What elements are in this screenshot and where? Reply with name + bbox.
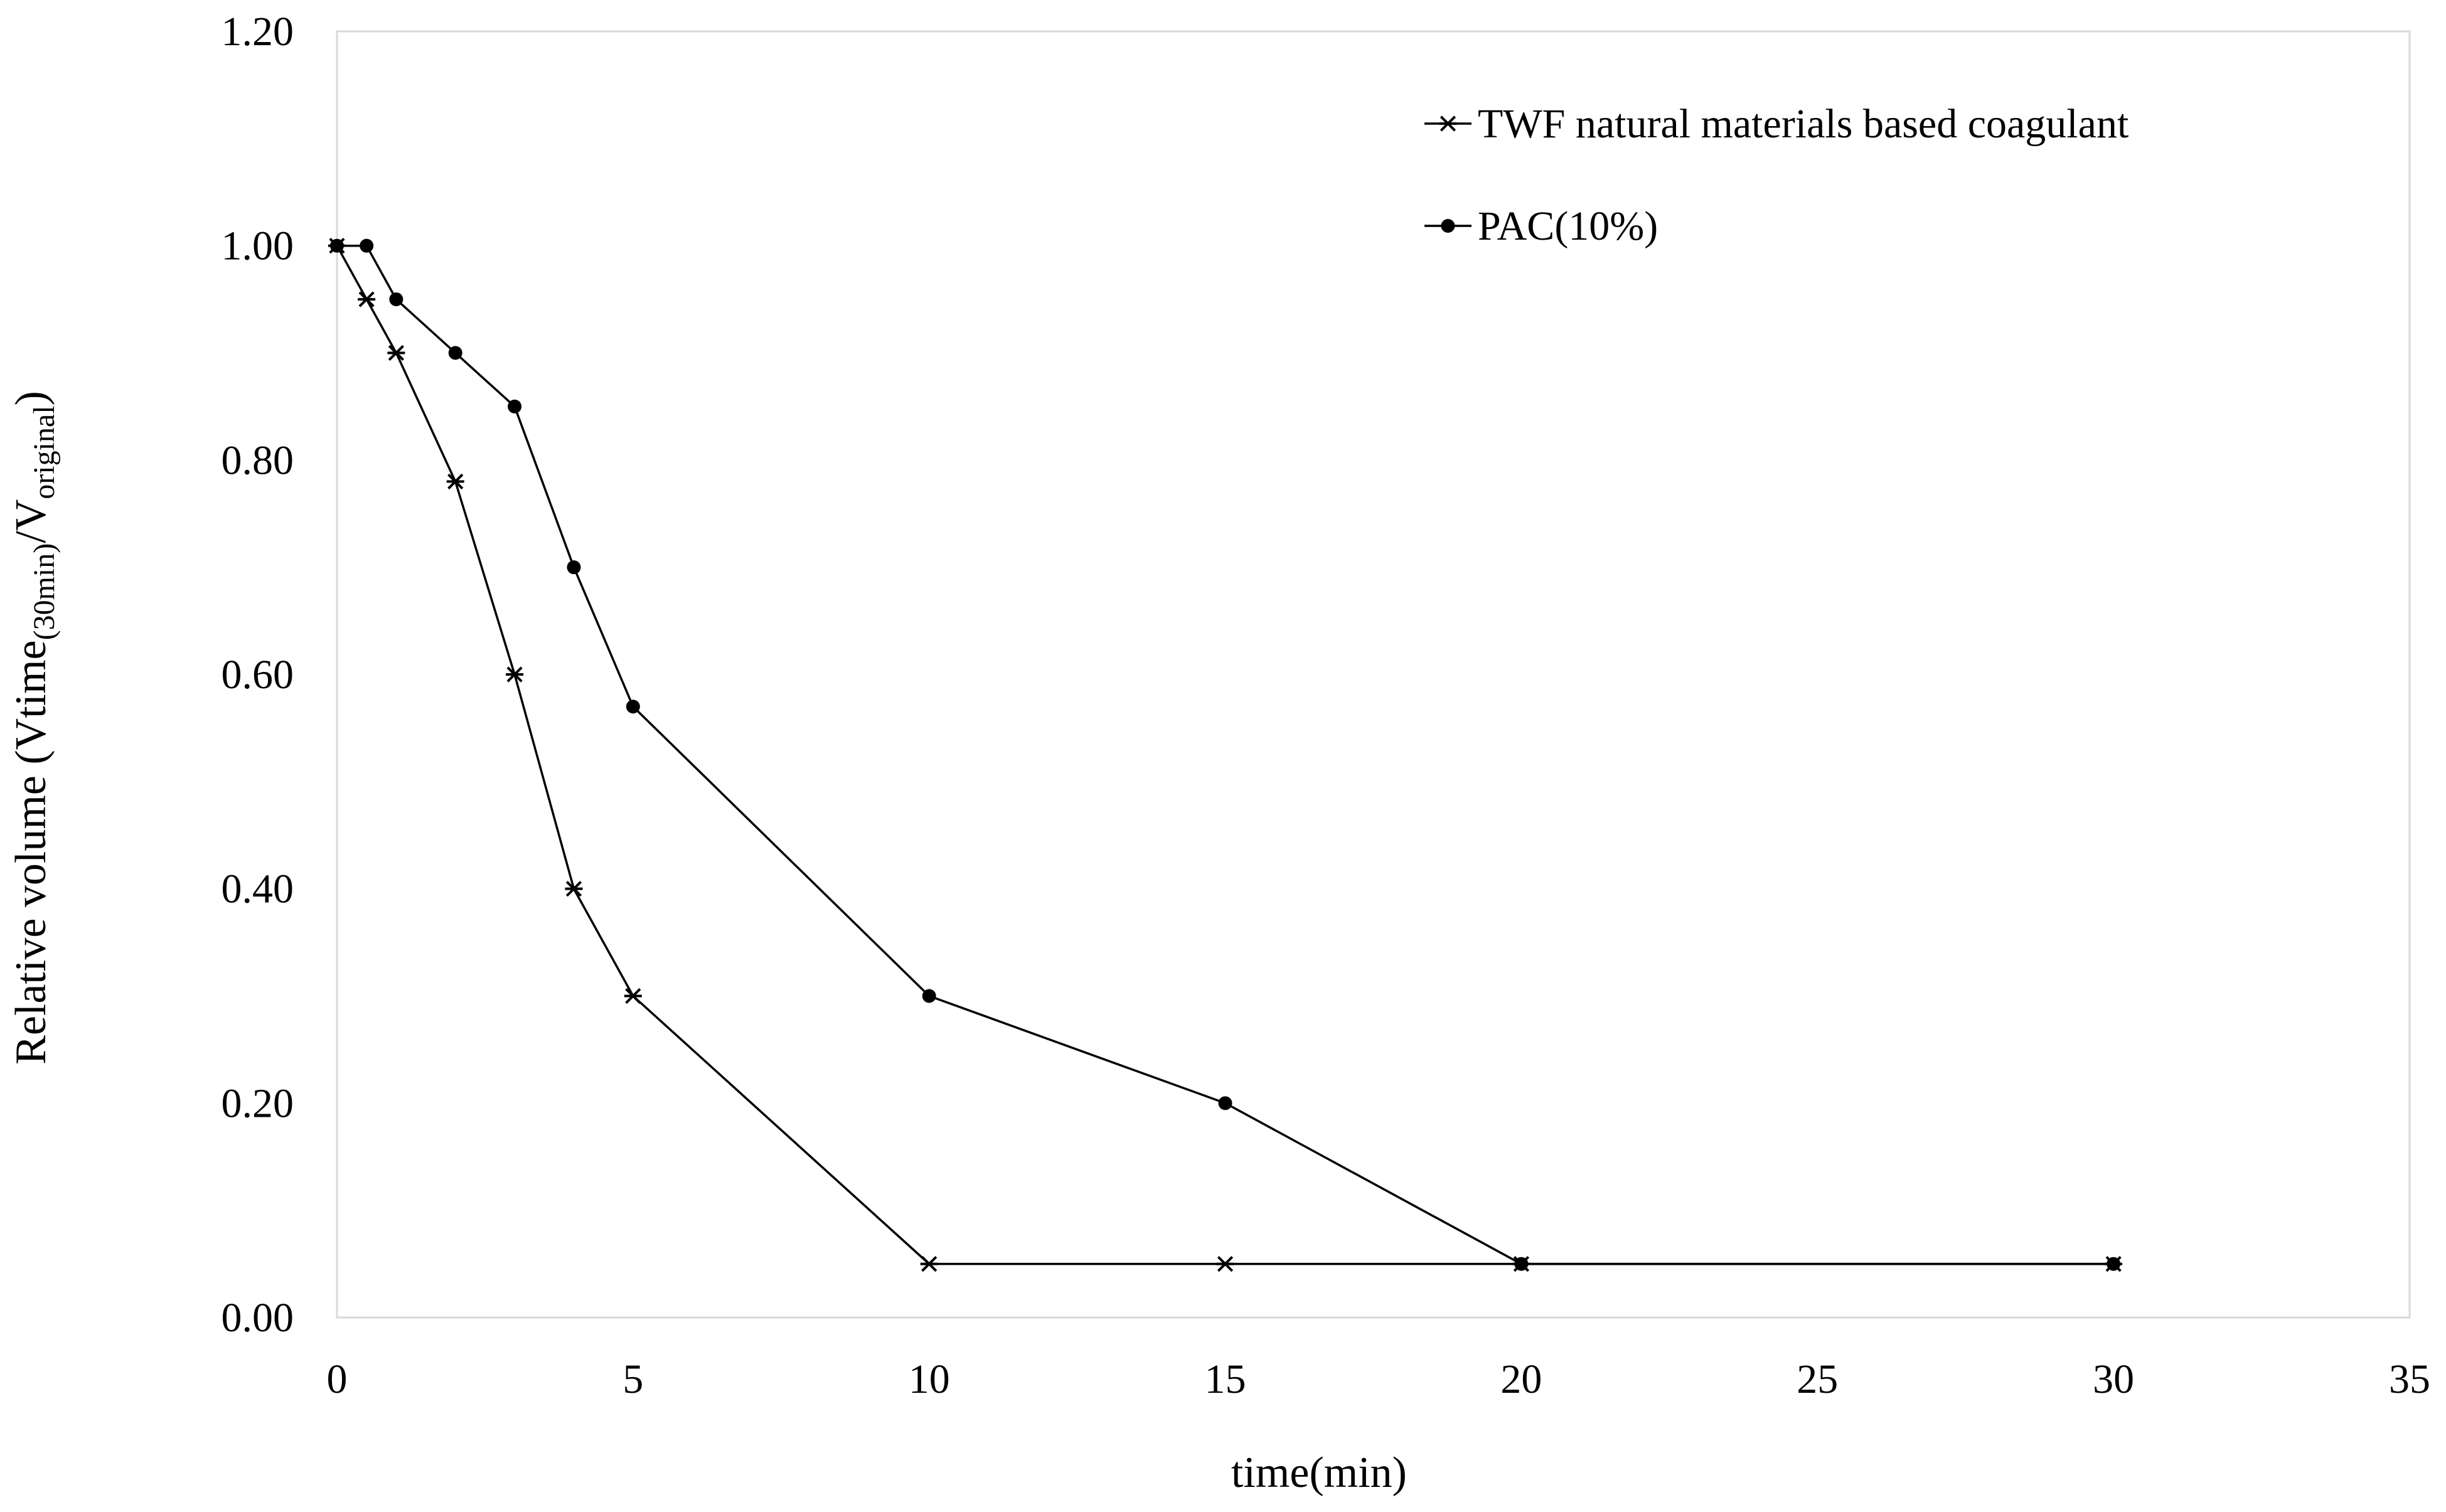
data-point: [567, 560, 581, 575]
x-tick-label: 5: [622, 1356, 643, 1402]
data-point: [360, 238, 374, 253]
x-tick-label: 20: [1500, 1356, 1542, 1402]
legend-marker: [1441, 219, 1455, 233]
data-point: [506, 666, 524, 683]
legend: TWF natural materials based coagulant PAC…: [1424, 101, 2128, 249]
data-point: [626, 700, 640, 714]
y-axis-title-suffix: ): [7, 391, 55, 405]
data-point: [448, 346, 462, 360]
y-tick-label: 0.20: [222, 1080, 294, 1126]
data-point: [1514, 1257, 1529, 1271]
data-point: [624, 988, 642, 1004]
y-tick-label: 0.40: [222, 866, 294, 912]
data-point: [565, 881, 583, 897]
y-tick-label: 1.00: [222, 223, 294, 269]
x-tick-label: 30: [2093, 1356, 2134, 1402]
y-axis-ticks: 0.00 0.20 0.40 0.60 0.80 1.00 1.20: [222, 9, 294, 1341]
y-axis-title-sub1: (30min): [28, 543, 61, 641]
series-layer: [328, 238, 2123, 1272]
y-axis-title: Relative volume (Vtime(30min)/Voriginal): [7, 391, 61, 1065]
series-line: [337, 244, 2114, 1265]
legend-label: PAC(10%): [1478, 203, 1658, 249]
data-point: [922, 989, 936, 1003]
data-point: [330, 238, 344, 253]
x-tick-label: 15: [1205, 1356, 1246, 1402]
data-point: [1216, 1255, 1234, 1272]
y-tick-label: 1.20: [222, 9, 294, 55]
data-point: [508, 399, 522, 413]
y-axis-title-prefix: Relative volume (Vtime: [7, 640, 55, 1064]
data-point: [387, 344, 405, 361]
legend-marker: [1439, 115, 1457, 132]
x-axis-title: time(min): [1231, 1449, 1407, 1497]
x-tick-label: 25: [1797, 1356, 1838, 1402]
series-1: [328, 238, 2123, 1272]
data-point: [358, 291, 376, 307]
data-point: [446, 473, 464, 490]
data-point: [2107, 1257, 2121, 1271]
x-tick-label: 35: [2389, 1356, 2430, 1402]
y-tick-label: 0.00: [222, 1295, 294, 1341]
y-axis-title-middle: /V: [7, 499, 55, 543]
data-point: [1218, 1096, 1232, 1110]
data-point: [920, 1255, 938, 1272]
legend-label: TWF natural materials based coagulant: [1478, 101, 2128, 147]
legend-item: TWF natural materials based coagulant: [1424, 101, 2128, 147]
x-axis-ticks: 0 5 10 15 20 25 30 35: [327, 1356, 2431, 1402]
legend-item: PAC(10%): [1424, 203, 1658, 249]
plot-frame: [336, 30, 2411, 1319]
y-tick-label: 0.80: [222, 437, 294, 483]
data-point: [389, 292, 403, 307]
x-tick-label: 0: [327, 1356, 348, 1402]
series-line: [336, 245, 2114, 1265]
series-2: [330, 238, 2121, 1271]
y-tick-label: 0.60: [222, 652, 294, 698]
x-tick-label: 10: [909, 1356, 950, 1402]
y-axis-title-sub2: original: [28, 405, 61, 499]
